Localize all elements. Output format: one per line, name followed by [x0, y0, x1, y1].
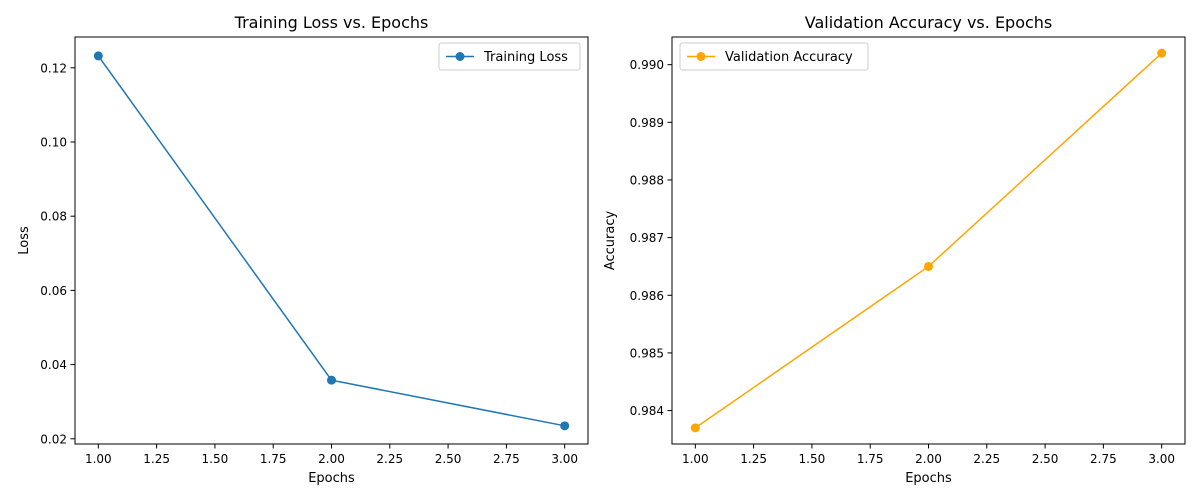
data-point — [924, 261, 933, 271]
chart-panel-1: Training Loss vs. Epochs 1.00 1.25 1.50 1.75… — [17, 13, 589, 486]
legend-marker-swatch — [455, 52, 465, 61]
x-tick-label: 2.75 — [1090, 452, 1117, 466]
x-tick-label: 3.00 — [1148, 452, 1175, 466]
x-tick-label: 2.25 — [376, 452, 403, 466]
y-tick-label: 0.984 — [630, 404, 664, 418]
data-point — [560, 421, 570, 431]
data-point — [327, 375, 336, 385]
x-tick-label: 1.00 — [85, 452, 112, 466]
axes-frame — [671, 36, 1186, 445]
series-line — [97, 55, 565, 427]
y-tick-label: 0.988 — [630, 173, 664, 187]
x-tick-label: 2.75 — [493, 452, 520, 466]
y-axis-label: Accuracy — [603, 211, 618, 271]
data-point — [690, 423, 700, 433]
x-tick-label: 1.75 — [857, 452, 884, 466]
x-tick-label: 1.25 — [740, 452, 767, 466]
x-tick-label: 1.50 — [202, 452, 229, 466]
y-tick-label: 0.12 — [40, 61, 67, 75]
x-tick-label: 2.00 — [318, 452, 345, 466]
y-axis-label: Loss — [17, 226, 32, 255]
data-point — [1157, 48, 1167, 58]
y-tick-label: 0.04 — [40, 358, 67, 372]
legend-box — [438, 42, 581, 71]
legend-marker-swatch — [696, 52, 706, 61]
legend-box — [679, 42, 869, 71]
x-axis-label: Epochs — [905, 471, 952, 486]
chart-panel-2: Validation Accuracy vs. Epochs 1.00 1.25 1.… — [603, 13, 1186, 486]
x-tick-label: 1.75 — [260, 452, 287, 466]
y-tick-label: 0.08 — [40, 210, 67, 224]
x-tick-label: 1.00 — [682, 452, 709, 466]
x-tick-label: 2.50 — [435, 452, 462, 466]
x-axis-label: Epochs — [308, 471, 355, 486]
legend-label: Validation Accuracy — [725, 50, 853, 65]
legend: Validation Accuracy — [679, 42, 869, 71]
x-tick-label: 2.50 — [1032, 452, 1059, 466]
y-tick-label: 0.06 — [40, 284, 67, 298]
chart-title: Training Loss vs. Epochs — [234, 13, 429, 32]
y-tick-label: 0.02 — [40, 432, 67, 446]
series-line — [694, 52, 1163, 429]
x-tick-label: 2.25 — [973, 452, 1000, 466]
y-tick-label: 0.986 — [630, 289, 664, 303]
y-tick-label: 0.987 — [630, 231, 664, 245]
legend: Training Loss — [438, 42, 581, 71]
y-tick-label: 0.989 — [630, 116, 664, 130]
x-tick-label: 3.00 — [551, 452, 578, 466]
data-point — [93, 51, 103, 61]
y-tick-label: 0.985 — [630, 346, 664, 360]
x-tick-label: 1.25 — [143, 452, 170, 466]
chart-title: Validation Accuracy vs. Epochs — [805, 13, 1053, 32]
x-tick-label: 2.00 — [915, 452, 942, 466]
y-tick-label: 0.990 — [630, 58, 664, 72]
x-tick-label: 1.50 — [799, 452, 826, 466]
legend-label: Training Loss — [483, 50, 568, 65]
y-tick-label: 0.10 — [40, 135, 67, 149]
